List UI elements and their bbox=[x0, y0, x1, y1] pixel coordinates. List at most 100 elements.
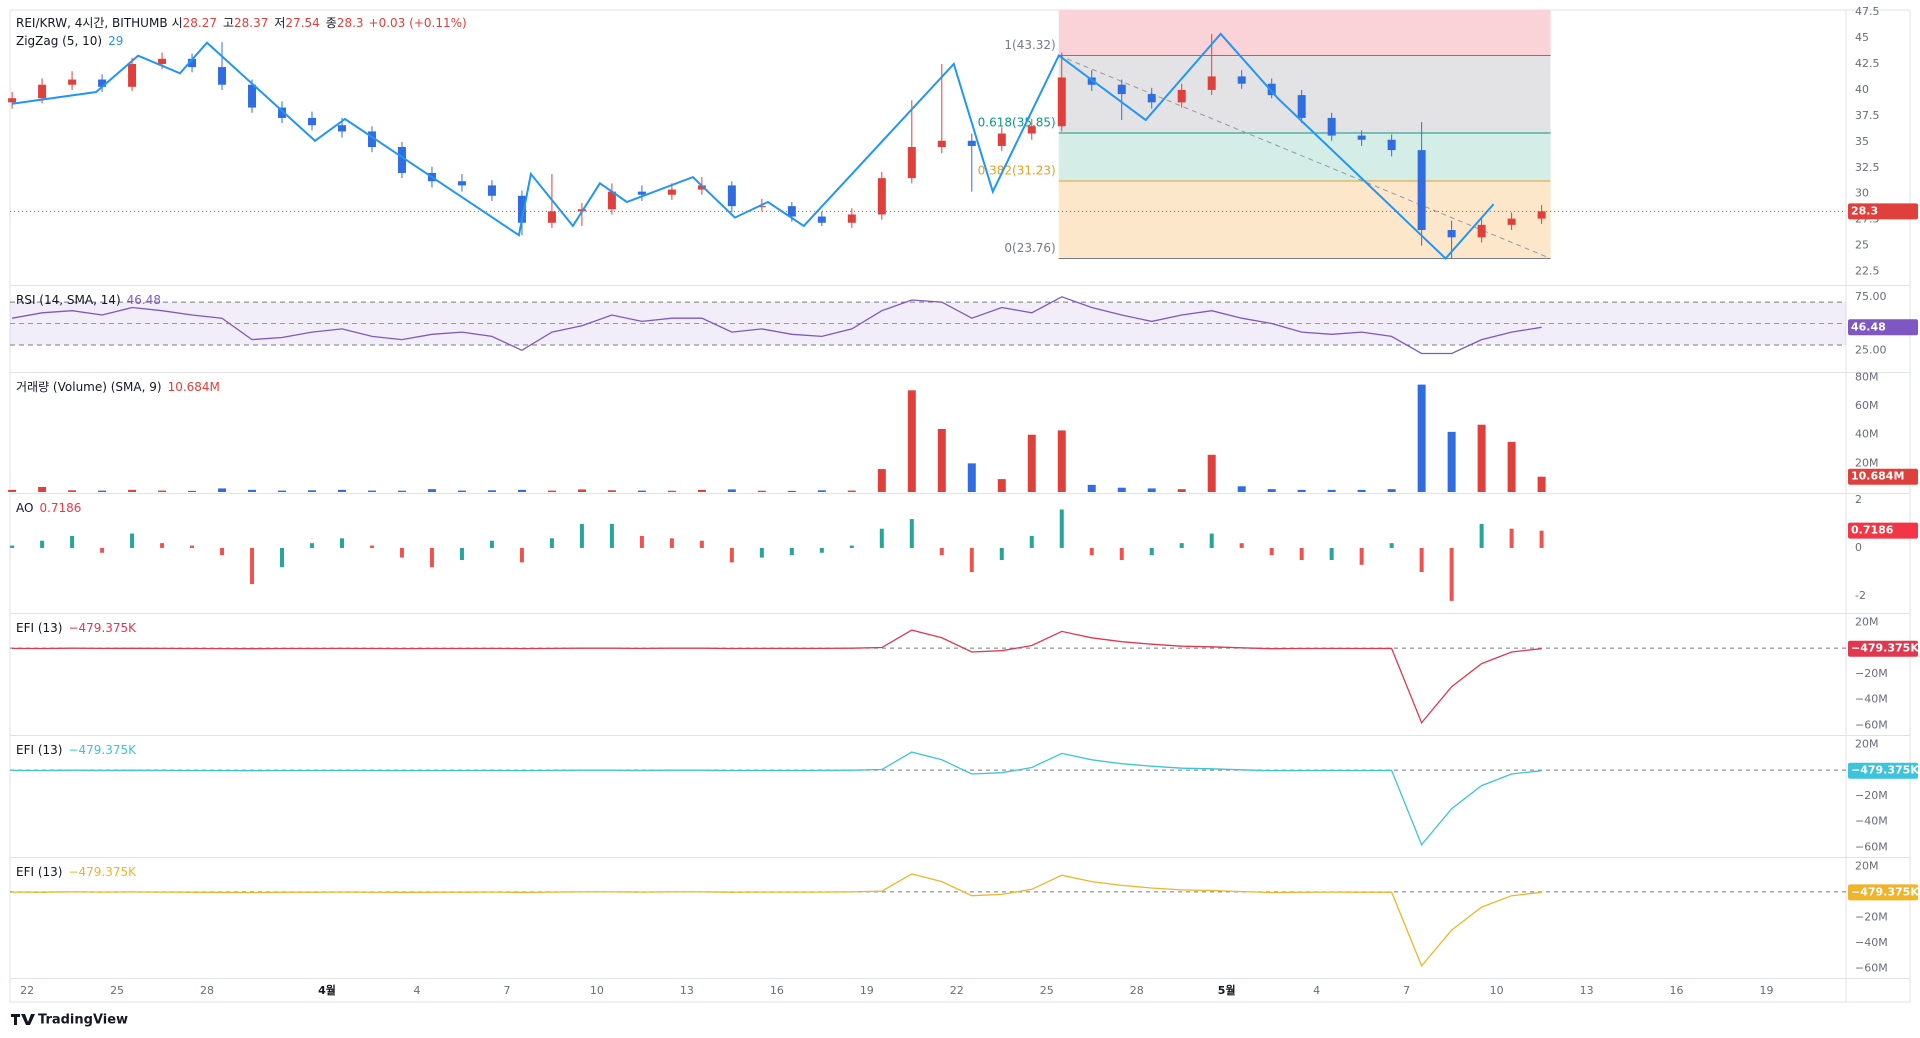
volume-bar bbox=[427, 489, 436, 492]
y-tick-label: 45 bbox=[1855, 31, 1869, 44]
volume-bar bbox=[1387, 489, 1396, 492]
volume-bar bbox=[1357, 489, 1366, 492]
ao-bar bbox=[1029, 535, 1034, 548]
y-tick-label: 20M bbox=[1855, 615, 1879, 628]
x-tick-label: 28 bbox=[1130, 984, 1144, 997]
x-tick-label: 4월 bbox=[318, 983, 336, 997]
x-tick-label: 13 bbox=[680, 984, 694, 997]
ao-bar bbox=[40, 540, 45, 548]
ao-bar bbox=[1119, 547, 1124, 560]
volume-bar bbox=[1147, 488, 1156, 492]
legend-row: RSI (14, SMA, 14) 46.48 bbox=[16, 293, 161, 307]
last-price-label-box bbox=[1848, 203, 1918, 220]
ao-bar bbox=[789, 547, 794, 556]
ao-bar bbox=[310, 543, 315, 548]
fib-zone bbox=[1058, 132, 1551, 181]
x-tick-label: 19 bbox=[860, 984, 874, 997]
ao-bar bbox=[999, 547, 1004, 560]
x-tick-label: 10 bbox=[590, 984, 604, 997]
last-value-label: −479.375K bbox=[1851, 764, 1919, 777]
volume-bar bbox=[1177, 489, 1186, 492]
indicator-title: EFI (13) bbox=[16, 743, 62, 757]
ao-bar bbox=[729, 547, 734, 563]
ao-bar bbox=[939, 547, 944, 556]
y-tick-label: −20M bbox=[1855, 789, 1888, 802]
x-tick-label: 16 bbox=[770, 984, 784, 997]
ao-bar bbox=[1209, 533, 1214, 548]
y-tick-label: −40M bbox=[1855, 693, 1888, 706]
x-tick-label: 5월 bbox=[1218, 983, 1236, 997]
fib-trend bbox=[1058, 54, 1551, 259]
x-tick-label: 7 bbox=[1403, 984, 1410, 997]
ao-bar bbox=[1179, 543, 1184, 548]
ao-bar bbox=[130, 533, 135, 548]
candle-body bbox=[1537, 211, 1546, 219]
y-tick-label: 35 bbox=[1855, 135, 1869, 148]
last-value-label-box bbox=[1848, 319, 1918, 336]
frame bbox=[9, 9, 1911, 1003]
last-value-label: 46.48 bbox=[1851, 320, 1886, 333]
y-tick-label: 30 bbox=[1855, 187, 1869, 200]
x-tick-label: 7 bbox=[503, 984, 510, 997]
candle-body bbox=[1027, 126, 1036, 134]
ao-bar bbox=[1269, 547, 1274, 556]
fib-label: 0.618(35.85) bbox=[978, 115, 1056, 129]
volume-bar bbox=[937, 428, 946, 492]
candle-body bbox=[937, 140, 946, 147]
volume-bar bbox=[847, 490, 856, 492]
indicator-value: 46.48 bbox=[127, 293, 161, 307]
ao-bar bbox=[1299, 547, 1304, 560]
candle-body bbox=[1417, 150, 1426, 231]
candle-body bbox=[697, 185, 706, 190]
last-price-label: 28.3 bbox=[1851, 204, 1878, 217]
ohlc-value: 27.54 bbox=[285, 16, 319, 30]
volume-bar bbox=[877, 469, 886, 492]
legend-row: EFI (13) −479.375K bbox=[16, 621, 137, 635]
volume-bar bbox=[278, 490, 287, 492]
x-tick-label: 4 bbox=[1313, 984, 1320, 997]
ao-bar bbox=[459, 547, 464, 560]
volume-bar bbox=[757, 490, 766, 492]
logo-text: TradingView bbox=[38, 1013, 128, 1028]
indicator-title: 거래량 (Volume) (SMA, 9) bbox=[16, 380, 162, 394]
volume-bar bbox=[218, 488, 227, 492]
y-tick-label: 42.5 bbox=[1855, 57, 1880, 70]
ao-bar bbox=[280, 547, 285, 568]
y-tick-label: 40M bbox=[1855, 428, 1879, 441]
candle-body bbox=[727, 185, 736, 207]
ao-bar bbox=[399, 547, 404, 558]
ohlc-label: 고 bbox=[223, 16, 234, 30]
candle-body bbox=[607, 191, 616, 210]
ohlc-value: 28.3 bbox=[337, 16, 364, 30]
legend-row: AO 0.7186 bbox=[16, 501, 81, 515]
y-tick-label: −40M bbox=[1855, 815, 1888, 828]
ao-bar bbox=[339, 538, 344, 548]
fib-label: 1(43.32) bbox=[1004, 38, 1055, 52]
x-tick-label: 22 bbox=[950, 984, 964, 997]
ao-bar bbox=[849, 545, 854, 548]
last-value-label: 0.7186 bbox=[1851, 524, 1894, 537]
fib-label: 0.382(31.23) bbox=[978, 163, 1056, 177]
candle-body bbox=[817, 216, 826, 223]
logo-icon bbox=[11, 1014, 35, 1025]
ao-bar bbox=[70, 535, 75, 548]
ao-bar bbox=[1449, 547, 1454, 601]
last-value-label-box bbox=[1848, 762, 1918, 779]
candle-body bbox=[1057, 77, 1066, 127]
ohlc-value: 28.37 bbox=[234, 16, 268, 30]
ao-bar bbox=[1089, 547, 1094, 556]
candle-body bbox=[128, 63, 137, 87]
candle-body bbox=[1117, 84, 1126, 95]
candle-body bbox=[158, 58, 167, 64]
y-tick-label: −20M bbox=[1855, 667, 1888, 680]
ao-bar bbox=[639, 535, 644, 548]
y-tick-label: 20M bbox=[1855, 456, 1879, 469]
y-tick-label: 37.5 bbox=[1855, 109, 1880, 122]
zigzag-line bbox=[11, 32, 1495, 260]
ao-bar bbox=[160, 543, 165, 548]
y-tick-label: −20M bbox=[1855, 910, 1888, 923]
candle-body bbox=[967, 140, 976, 146]
volume-bar bbox=[98, 490, 107, 492]
